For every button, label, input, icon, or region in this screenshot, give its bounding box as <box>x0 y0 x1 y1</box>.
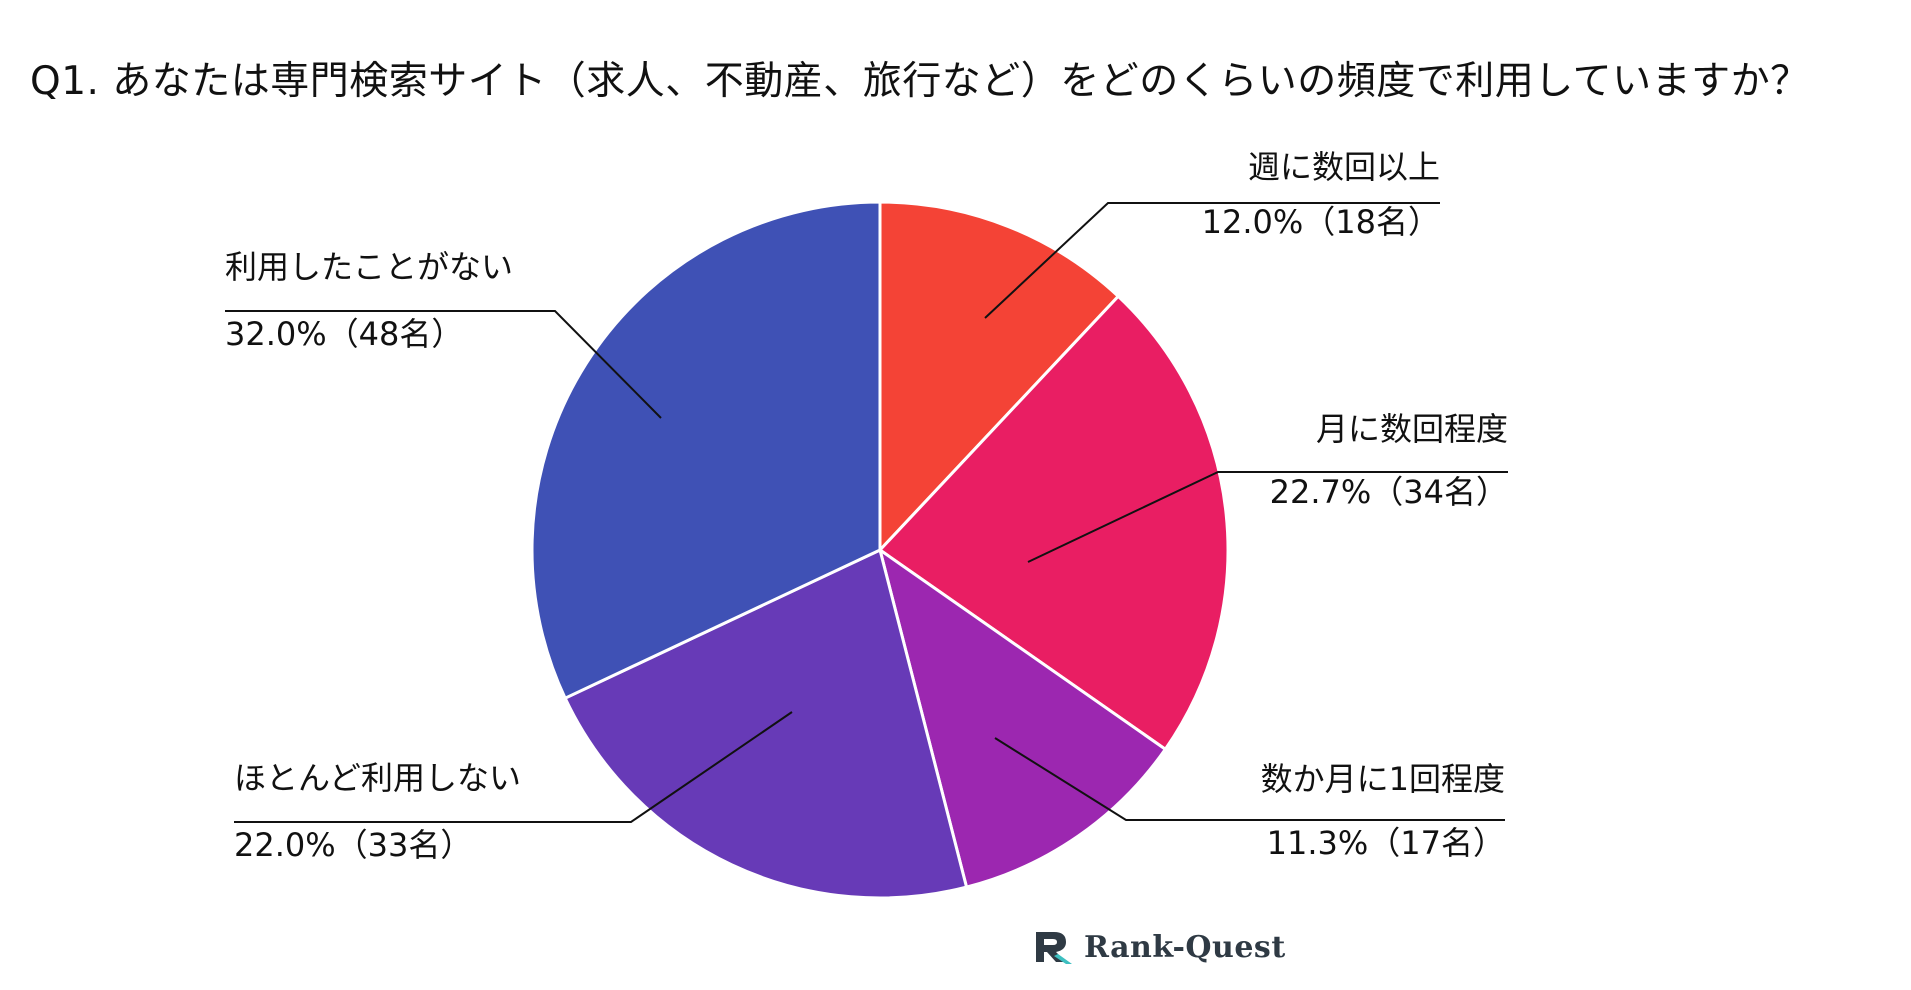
slice-value-label-5: 32.0%（48名） <box>225 315 463 353</box>
pie-slice-1 <box>878 200 1121 554</box>
slice-name-label-2: 月に数回程度 <box>1316 410 1508 448</box>
leader-line-1 <box>984 202 1440 319</box>
slice-name-label-5: 利用したことがない <box>225 248 513 286</box>
slice-name-label-1: 週に数回以上 <box>1248 148 1440 186</box>
pie-slices <box>530 200 1230 900</box>
leader-line-3 <box>994 737 1505 821</box>
rank-quest-logo-icon <box>1036 932 1072 964</box>
slice-labels: 週に数回以上 12.0%（18名） 月に数回程度 22.7%（34名） 数か月に1回程度… <box>225 148 1508 864</box>
slice-value-label-2: 22.7%（34名） <box>1270 473 1508 511</box>
chart-title: Q1. あなたは専門検索サイト（求人、不動産、旅行など）をどのくらいの頻度で利用… <box>30 59 1810 104</box>
slice-value-label-3: 11.3%（17名） <box>1267 824 1505 862</box>
pie-slice-3 <box>877 546 1168 889</box>
rank-quest-logo: Rank-Quest <box>1032 928 1286 966</box>
slice-value-label-4: 22.0%（33名） <box>234 826 472 864</box>
rank-quest-logo-text: Rank-Quest <box>1084 929 1286 965</box>
pie-slice-2 <box>877 294 1230 752</box>
slice-name-label-4: ほとんど利用しない <box>234 759 521 797</box>
pie-slice-4 <box>563 547 969 900</box>
leader-lines <box>225 202 1508 823</box>
leader-line-5 <box>225 310 662 419</box>
slice-value-label-1: 12.0%（18名） <box>1202 203 1440 241</box>
slice-name-label-3: 数か月に1回程度 <box>1261 760 1505 798</box>
leader-line-4 <box>234 711 793 823</box>
pie-slice-5 <box>530 200 882 701</box>
leader-line-2 <box>1027 471 1508 563</box>
